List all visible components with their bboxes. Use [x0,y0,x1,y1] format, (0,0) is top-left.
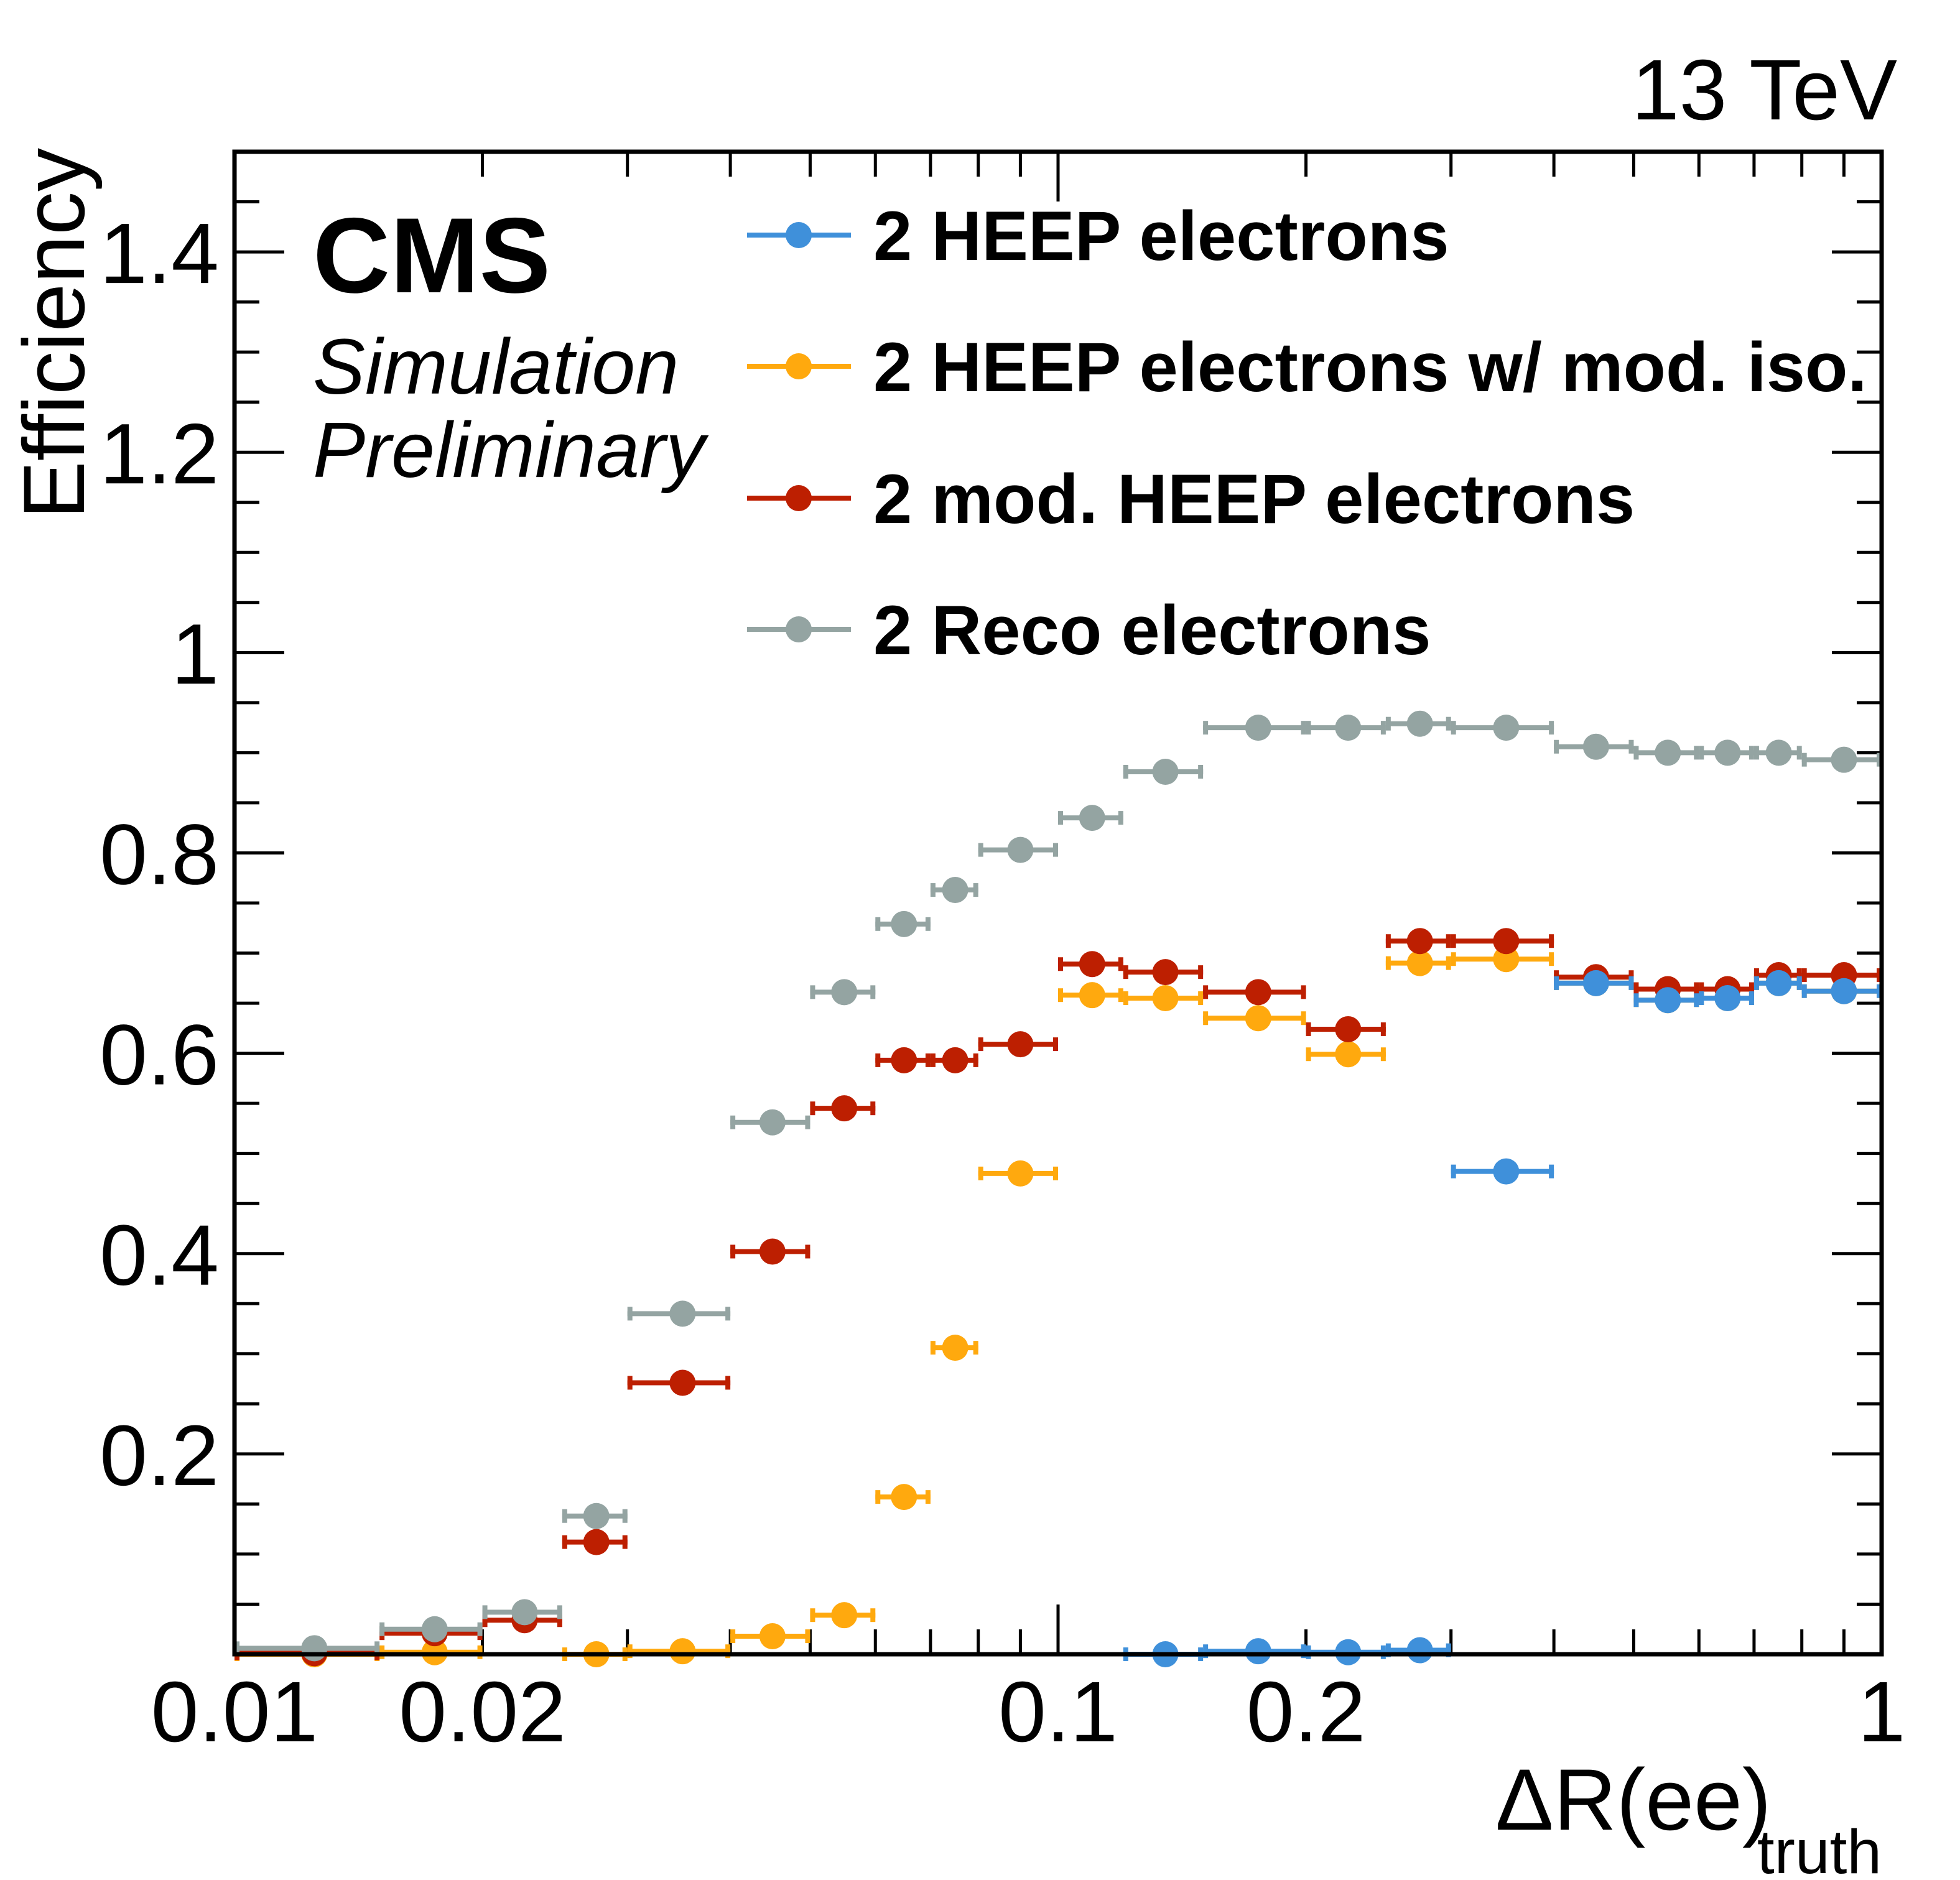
data-point [1079,951,1105,978]
data-point [301,1635,328,1662]
x-tick-label: 0.01 [151,1664,318,1760]
legend-entry-heep-mod-iso: 2 HEEP electrons w/ mod. iso. [747,328,1867,406]
x-tick-label: 1 [1858,1664,1906,1760]
data-point [1079,805,1105,831]
legend-marker-reco [786,616,812,642]
data-point [1152,759,1179,785]
data-point [1406,710,1433,737]
data-point [1335,1016,1362,1042]
legend-entry-reco: 2 Reco electrons [747,591,1431,669]
legend-marker-heep-mod-iso [786,353,812,379]
data-point [1765,970,1792,996]
data-point [583,1503,610,1529]
data-point [1152,985,1179,1012]
data-point [942,877,968,904]
legend-label-heep: 2 HEEP electrons [873,197,1449,275]
data-point [1007,1031,1034,1058]
y-tick-labels: 0.2 0.4 0.6 0.8 1 1.2 1.4 [100,206,219,1504]
data-point [669,1369,696,1396]
data-point [669,1300,696,1327]
series-2-reco-electrons [235,710,1882,1662]
data-point [1335,715,1362,741]
data-point [1655,987,1681,1014]
y-axis-title: Efficiency [5,148,103,519]
x-axis-title: ΔR(ee) truth [1495,1751,1882,1880]
data-point [511,1599,538,1626]
data-point [1493,928,1520,955]
legend-marker-heep [786,222,812,248]
legend-entry-heep: 2 HEEP electrons [747,197,1449,275]
data-point [1406,1637,1433,1664]
data-point [1335,1041,1362,1068]
data-point [1655,739,1681,766]
data-point [421,1616,448,1642]
x-tick-label: 0.2 [1247,1664,1366,1760]
data-point [1152,959,1179,986]
data-point [942,1335,968,1361]
data-point [831,979,858,1006]
data-point [1582,733,1609,760]
data-point [1245,1638,1271,1665]
y-tick-label: 0.2 [100,1408,219,1504]
data-point [669,1638,696,1665]
series-2-heep-electrons [1123,970,1882,1667]
data-point [1245,1005,1271,1032]
data-point [1493,715,1520,741]
plot-frame [232,149,1884,1657]
data-point [1831,978,1857,1004]
x-axis-title-main: ΔR(ee) [1495,1751,1772,1848]
legend-marker-mod-heep [786,485,812,511]
y-tick-label: 1.4 [100,206,219,302]
x-axis-title-subscript: truth [1757,1817,1882,1880]
legend-label-mod-heep: 2 mod. HEEP electrons [873,460,1635,538]
data-point [1831,746,1857,773]
data-point [759,1109,786,1136]
data-point [1245,715,1271,741]
data-point [1007,1160,1034,1187]
data-point [1582,970,1609,996]
x-tick-label: 0.1 [998,1664,1118,1760]
data-point [1714,739,1741,766]
data-point [1714,985,1741,1012]
legend-entry-mod-heep: 2 mod. HEEP electrons [747,460,1635,538]
legend-label-heep-mod-iso: 2 HEEP electrons w/ mod. iso. [873,328,1867,406]
y-tick-label: 0.4 [100,1208,219,1303]
y-tick-label: 1 [171,606,219,702]
data-point [583,1529,610,1555]
y-tick-label: 0.8 [100,807,219,902]
data-point [1406,928,1433,955]
data-point [831,1602,858,1629]
energy-label: 13 TeV [1632,42,1897,138]
y-tick-label: 0.6 [100,1007,219,1103]
y-tick-label: 1.2 [100,406,219,502]
data-point [942,1047,968,1073]
preliminary-label: Preliminary [313,406,709,494]
data-point [1493,1158,1520,1185]
data-point [1245,979,1271,1006]
data-point [891,910,917,937]
legend-label-reco: 2 Reco electrons [873,591,1431,669]
data-point [1406,950,1433,976]
x-tick-label: 0.02 [399,1664,566,1760]
data-point [831,1095,858,1122]
data-point [1007,836,1034,863]
data-point [891,1047,917,1073]
data-point [1765,739,1792,766]
data-point [759,1238,786,1265]
simulation-label: Simulation [313,323,679,410]
data-point [759,1623,786,1650]
legend: 2 HEEP electrons 2 HEEP electrons w/ mod… [747,197,1867,669]
data-point [891,1484,917,1511]
x-tick-labels: 0.01 0.02 0.1 0.2 1 [151,1664,1906,1760]
cms-label: CMS [313,196,550,315]
data-point [1493,946,1520,973]
data-point [1079,982,1105,1009]
